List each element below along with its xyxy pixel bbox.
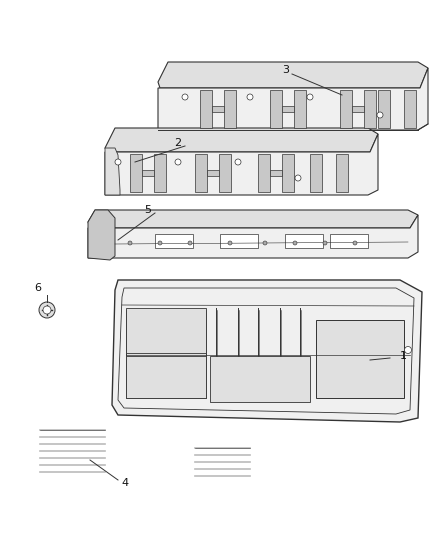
Polygon shape	[212, 106, 224, 112]
Polygon shape	[154, 154, 166, 192]
Text: 5: 5	[145, 205, 152, 215]
Circle shape	[188, 241, 192, 245]
Text: 2: 2	[174, 138, 182, 148]
Polygon shape	[378, 90, 390, 128]
Bar	[126, 356, 206, 398]
Text: 6: 6	[35, 283, 42, 293]
Bar	[210, 356, 310, 402]
Polygon shape	[364, 90, 376, 128]
Circle shape	[128, 241, 132, 245]
Bar	[220, 234, 258, 248]
Bar	[330, 234, 368, 248]
Polygon shape	[340, 90, 352, 128]
Circle shape	[307, 94, 313, 100]
Polygon shape	[219, 154, 231, 192]
Text: 4: 4	[121, 478, 129, 488]
Polygon shape	[105, 128, 378, 152]
Polygon shape	[404, 90, 416, 128]
Circle shape	[247, 94, 253, 100]
Polygon shape	[294, 90, 306, 128]
Polygon shape	[142, 170, 154, 176]
Circle shape	[323, 241, 327, 245]
Circle shape	[175, 159, 181, 165]
Circle shape	[39, 302, 55, 318]
Polygon shape	[88, 210, 418, 228]
Circle shape	[377, 112, 383, 118]
Polygon shape	[270, 170, 282, 176]
Bar	[126, 310, 206, 398]
Circle shape	[293, 241, 297, 245]
Polygon shape	[258, 154, 270, 192]
Polygon shape	[282, 154, 294, 192]
Circle shape	[228, 241, 232, 245]
Circle shape	[263, 241, 267, 245]
Polygon shape	[158, 62, 428, 88]
Polygon shape	[130, 154, 142, 192]
Polygon shape	[310, 154, 322, 192]
Polygon shape	[105, 134, 378, 195]
Bar	[316, 320, 404, 398]
Circle shape	[182, 94, 188, 100]
Polygon shape	[158, 68, 428, 130]
Bar	[285, 234, 323, 248]
Circle shape	[115, 159, 121, 165]
Polygon shape	[207, 170, 219, 176]
Circle shape	[353, 241, 357, 245]
Circle shape	[158, 241, 162, 245]
Text: 1: 1	[400, 351, 407, 361]
Circle shape	[235, 159, 241, 165]
Polygon shape	[270, 90, 282, 128]
Polygon shape	[200, 90, 212, 128]
Polygon shape	[282, 106, 294, 112]
Circle shape	[405, 346, 411, 353]
Bar	[126, 308, 206, 353]
Polygon shape	[88, 210, 115, 260]
Bar	[155, 234, 193, 248]
Polygon shape	[352, 106, 364, 112]
Polygon shape	[112, 280, 422, 422]
Circle shape	[43, 306, 51, 314]
Circle shape	[295, 175, 301, 181]
Polygon shape	[224, 90, 236, 128]
Polygon shape	[88, 215, 418, 258]
Text: 3: 3	[283, 65, 290, 75]
Polygon shape	[195, 154, 207, 192]
Polygon shape	[336, 154, 348, 192]
Polygon shape	[105, 148, 120, 195]
